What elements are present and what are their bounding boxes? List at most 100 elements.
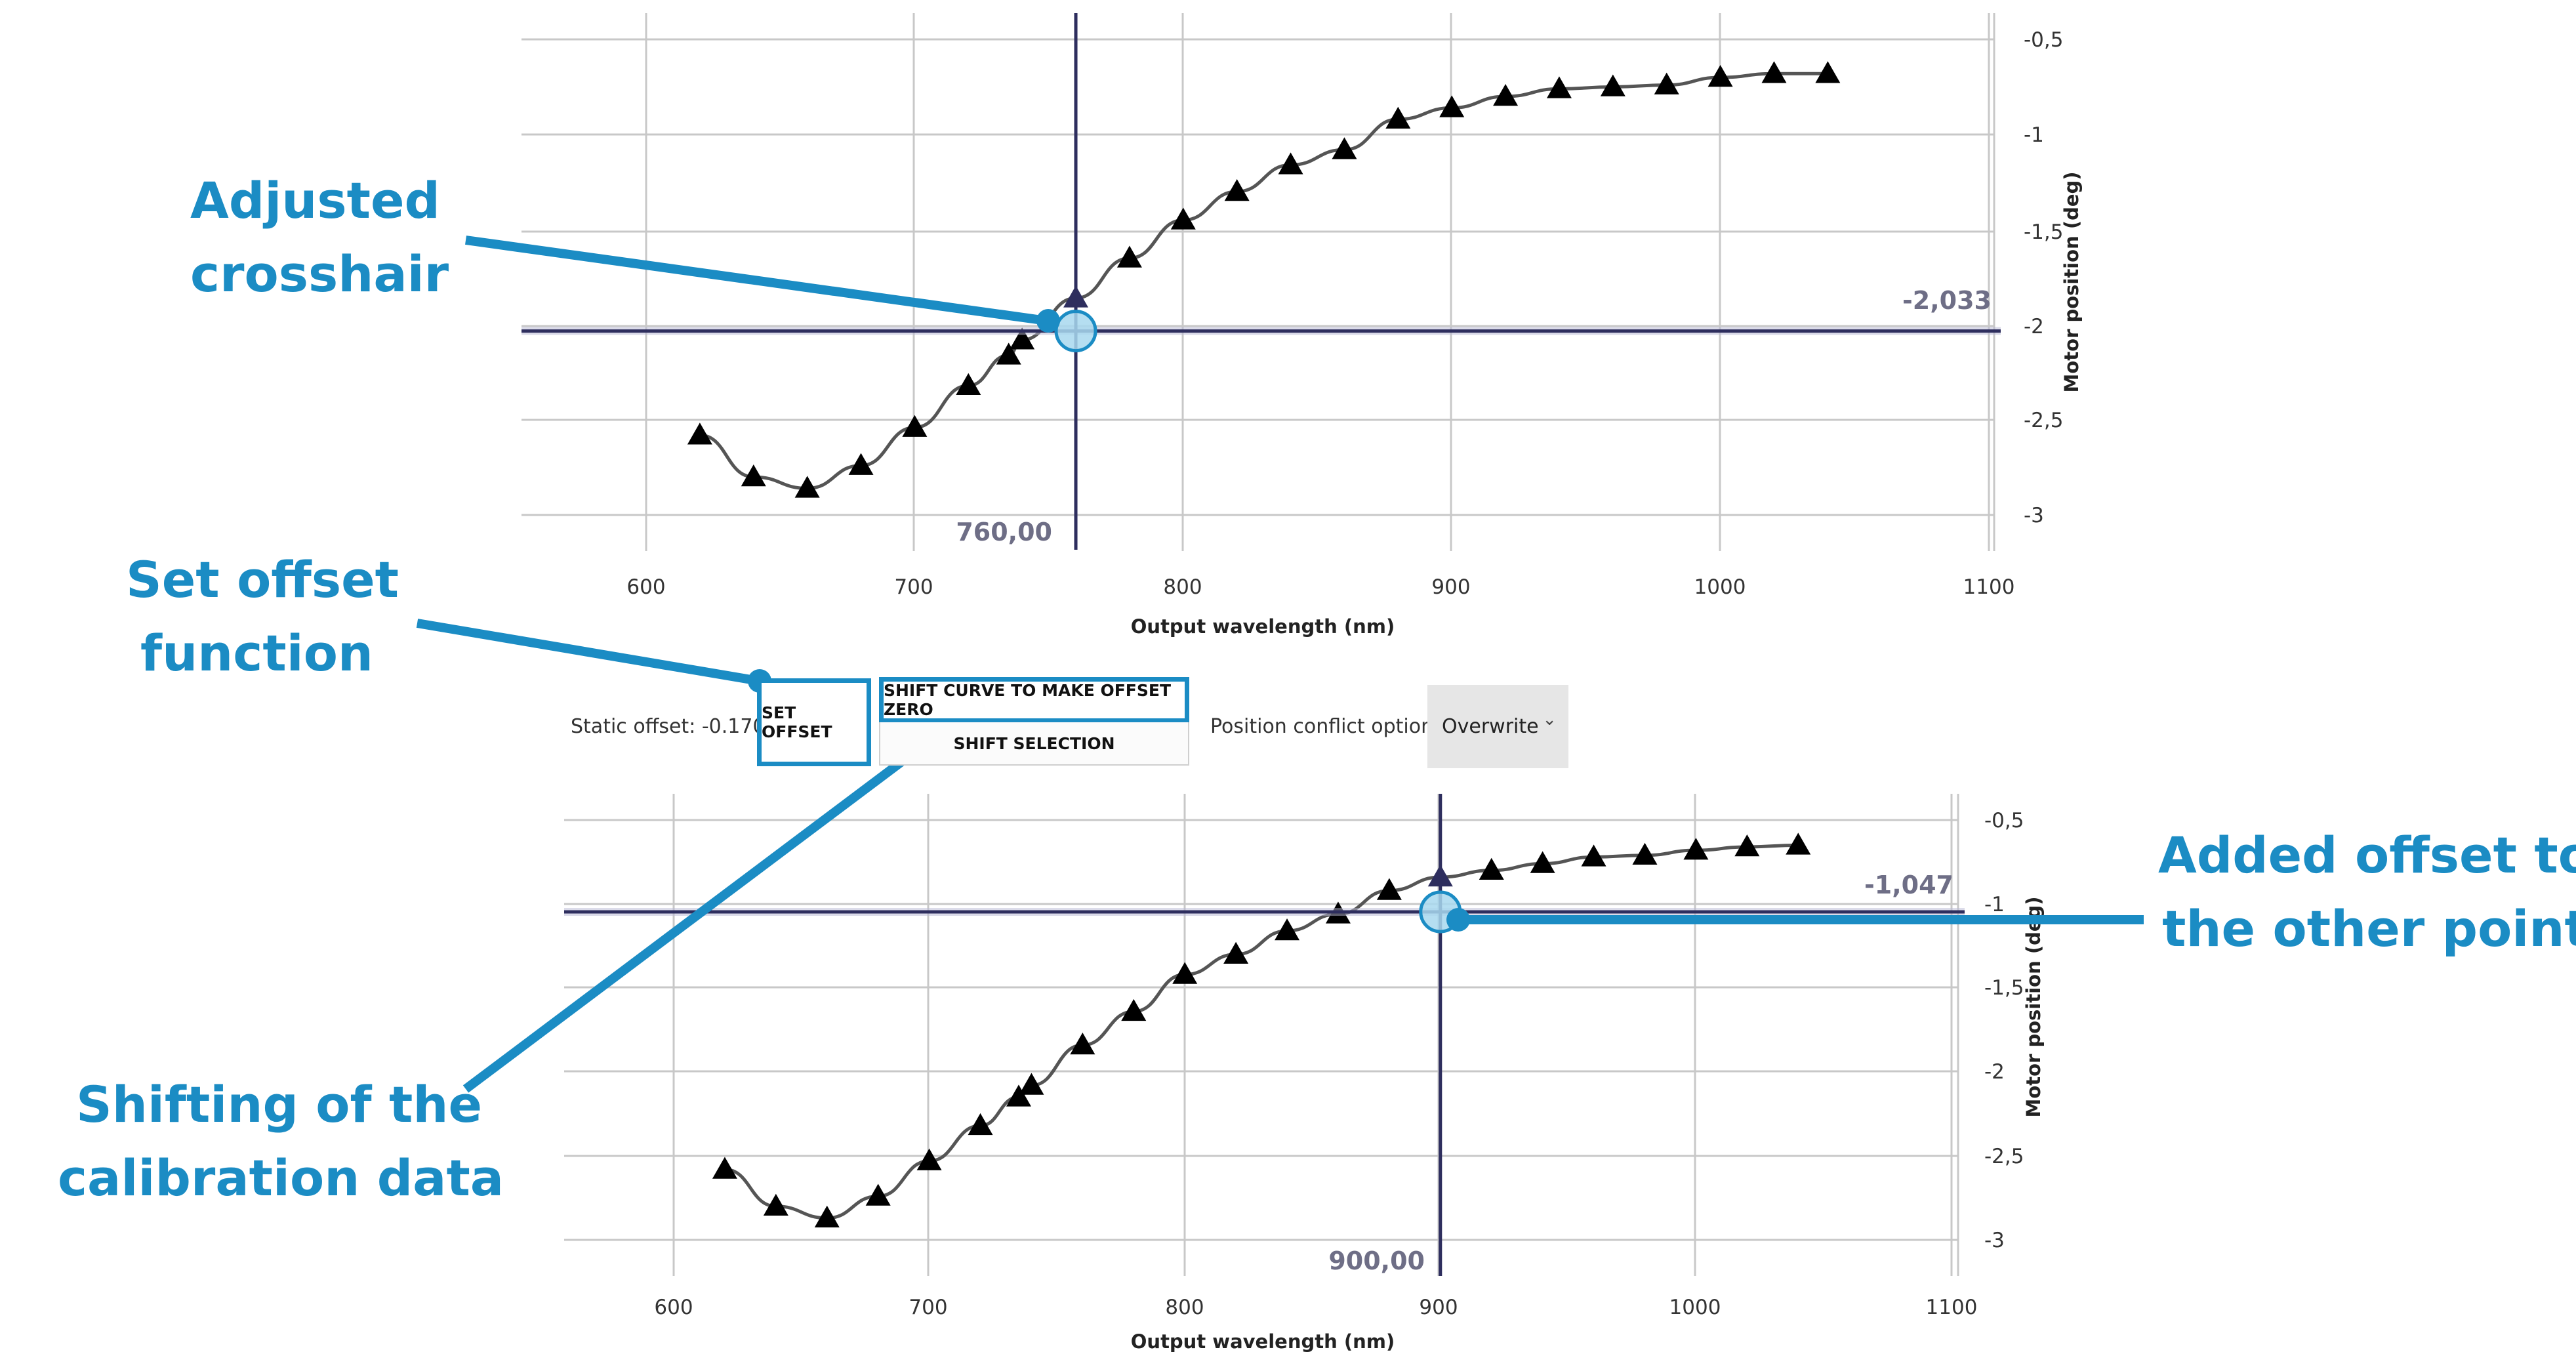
data-point-triangle xyxy=(968,1113,993,1136)
callout-line-shift xyxy=(462,726,948,1093)
annotation-line: Set offset xyxy=(126,550,399,609)
callout-dot-added-offset xyxy=(1446,908,1470,932)
chart-bottom: 600 700 800 900 1000 1100 -0,5-1-1,5-2-2,5-3 … xyxy=(564,794,2045,1353)
y-tick-label: -1,5 xyxy=(2024,220,2064,244)
callout-lines xyxy=(416,236,2144,1093)
x-tick-label: 900 xyxy=(1431,575,1470,599)
chart-bottom-crosshair-x-label: 900,00 xyxy=(1328,1246,1425,1275)
data-point-triangle xyxy=(1170,207,1196,230)
position-conflict-label: Position conflict option: xyxy=(1210,715,1441,738)
chart-top-crosshair-y-label: -2,033 xyxy=(1902,286,1992,315)
y-tick-label: -3 xyxy=(1984,1229,2005,1252)
annotation-set-offset-function: Set offset function xyxy=(125,543,399,690)
data-point-triangle xyxy=(1786,832,1811,855)
data-point-triangle xyxy=(1600,74,1625,96)
x-tick-label: 800 xyxy=(1163,575,1202,599)
data-point-triangle xyxy=(1116,245,1142,268)
annotation-added-offset: Added offset to the other point xyxy=(2158,819,2576,966)
chart-top-x-ticks: 600 700 800 900 1000 1100 xyxy=(626,575,2014,599)
chart-top-points[interactable] xyxy=(687,61,1841,498)
annotation-line: calibration data xyxy=(58,1149,504,1207)
data-point-triangle xyxy=(1385,106,1411,129)
data-point-triangle xyxy=(1224,179,1250,201)
data-point-triangle xyxy=(1278,152,1303,175)
data-point-triangle xyxy=(1546,76,1572,98)
data-point-triangle xyxy=(1332,137,1357,159)
data-point-triangle xyxy=(1439,95,1465,117)
annotation-adjusted-crosshair: Adjusted crosshair xyxy=(190,164,449,311)
data-point-triangle xyxy=(1734,834,1760,857)
data-point-triangle xyxy=(1815,61,1841,83)
y-tick-label: -2 xyxy=(1984,1060,2005,1084)
data-point-triangle xyxy=(794,476,820,498)
data-point-triangle xyxy=(1707,65,1733,87)
chart-bottom-x-axis-title: Output wavelength (nm) xyxy=(1131,1330,1395,1353)
data-point-triangle xyxy=(1223,941,1249,964)
chart-top: 600 700 800 900 1000 1100 -0,5-1-1,5-2-2,5-3 … xyxy=(521,13,2083,638)
y-tick-label: -1 xyxy=(1984,893,2005,916)
chart-bottom-curve-group xyxy=(724,843,1799,1220)
data-point-triangle xyxy=(712,1157,737,1179)
x-tick-label: 1000 xyxy=(1694,575,1746,599)
data-point-triangle xyxy=(763,1193,788,1216)
set-offset-button[interactable]: SET OFFSET xyxy=(757,678,871,766)
data-point-triangle xyxy=(902,415,928,437)
data-point-triangle xyxy=(687,422,712,445)
x-tick-label: 700 xyxy=(894,575,933,599)
data-point-triangle xyxy=(1172,962,1198,984)
annotation-line: function xyxy=(140,624,374,682)
data-point-triangle xyxy=(1275,918,1300,941)
data-point-triangle xyxy=(956,373,981,396)
y-tick-label: -2,5 xyxy=(1984,1145,2024,1168)
annotation-line: the other point xyxy=(2162,899,2576,958)
y-tick-label: -1,5 xyxy=(1984,976,2024,1000)
data-point-triangle xyxy=(1121,998,1147,1021)
data-point-triangle xyxy=(1761,61,1787,83)
x-tick-label: 600 xyxy=(626,575,665,599)
static-offset-label: Static offset: -0.1701 xyxy=(571,715,778,738)
data-point-triangle xyxy=(1010,327,1035,350)
chart-top-curve-group xyxy=(699,72,1828,490)
annotation-line: Added offset to xyxy=(2158,826,2576,884)
chart-top-grid xyxy=(521,13,1995,551)
chart-top-crosshair[interactable] xyxy=(521,13,2001,550)
shift-selection-button[interactable]: SHIFT SELECTION xyxy=(879,722,1189,766)
data-point-triangle xyxy=(1493,84,1519,106)
y-tick-label: -3 xyxy=(2024,504,2044,527)
shift-curve-offset-zero-button[interactable]: SHIFT CURVE TO MAKE OFFSET ZERO xyxy=(879,677,1189,723)
chart-bottom-points[interactable] xyxy=(712,832,1811,1227)
data-point-triangle xyxy=(1070,1033,1095,1055)
annotation-line: Adjusted xyxy=(190,171,440,230)
data-point-triangle xyxy=(865,1183,891,1206)
data-point-triangle xyxy=(848,453,874,475)
chart-top-y-axis-title: Motor position (deg) xyxy=(2060,171,2083,392)
x-tick-label: 700 xyxy=(909,1296,947,1319)
position-conflict-select[interactable]: Overwrite ⌄ xyxy=(1427,685,1568,768)
x-tick-label: 600 xyxy=(654,1296,693,1319)
x-tick-label: 1100 xyxy=(1926,1296,1978,1319)
callout-line-crosshair xyxy=(465,236,1048,325)
data-point-triangle xyxy=(1006,1084,1031,1107)
y-tick-label: -2 xyxy=(2024,315,2044,339)
data-point-triangle xyxy=(1479,857,1504,880)
data-point-triangle xyxy=(1530,851,1555,873)
callout-dot-crosshair xyxy=(1036,309,1060,333)
x-tick-label: 800 xyxy=(1165,1296,1204,1319)
annotation-line: crosshair xyxy=(190,245,449,303)
data-point-triangle xyxy=(916,1148,942,1170)
position-conflict-value: Overwrite xyxy=(1442,715,1539,738)
chart-top-x-axis-title: Output wavelength (nm) xyxy=(1131,615,1395,638)
chart-bottom-crosshair-y-label: -1,047 xyxy=(1864,871,1953,899)
data-point-triangle xyxy=(1019,1073,1044,1095)
x-tick-label: 1100 xyxy=(1963,575,2015,599)
chevron-down-icon: ⌄ xyxy=(1542,710,1557,729)
data-point-triangle xyxy=(1654,72,1679,94)
chart-bottom-y-axis-title: Motor position (deg) xyxy=(2022,896,2045,1117)
annotation-line: Shifting of the xyxy=(76,1075,483,1134)
x-tick-label: 900 xyxy=(1419,1296,1458,1319)
y-tick-label: -0,5 xyxy=(1984,809,2024,832)
chart-bottom-x-ticks: 600 700 800 900 1000 1100 xyxy=(654,1296,1977,1319)
data-point-triangle xyxy=(1632,842,1658,865)
